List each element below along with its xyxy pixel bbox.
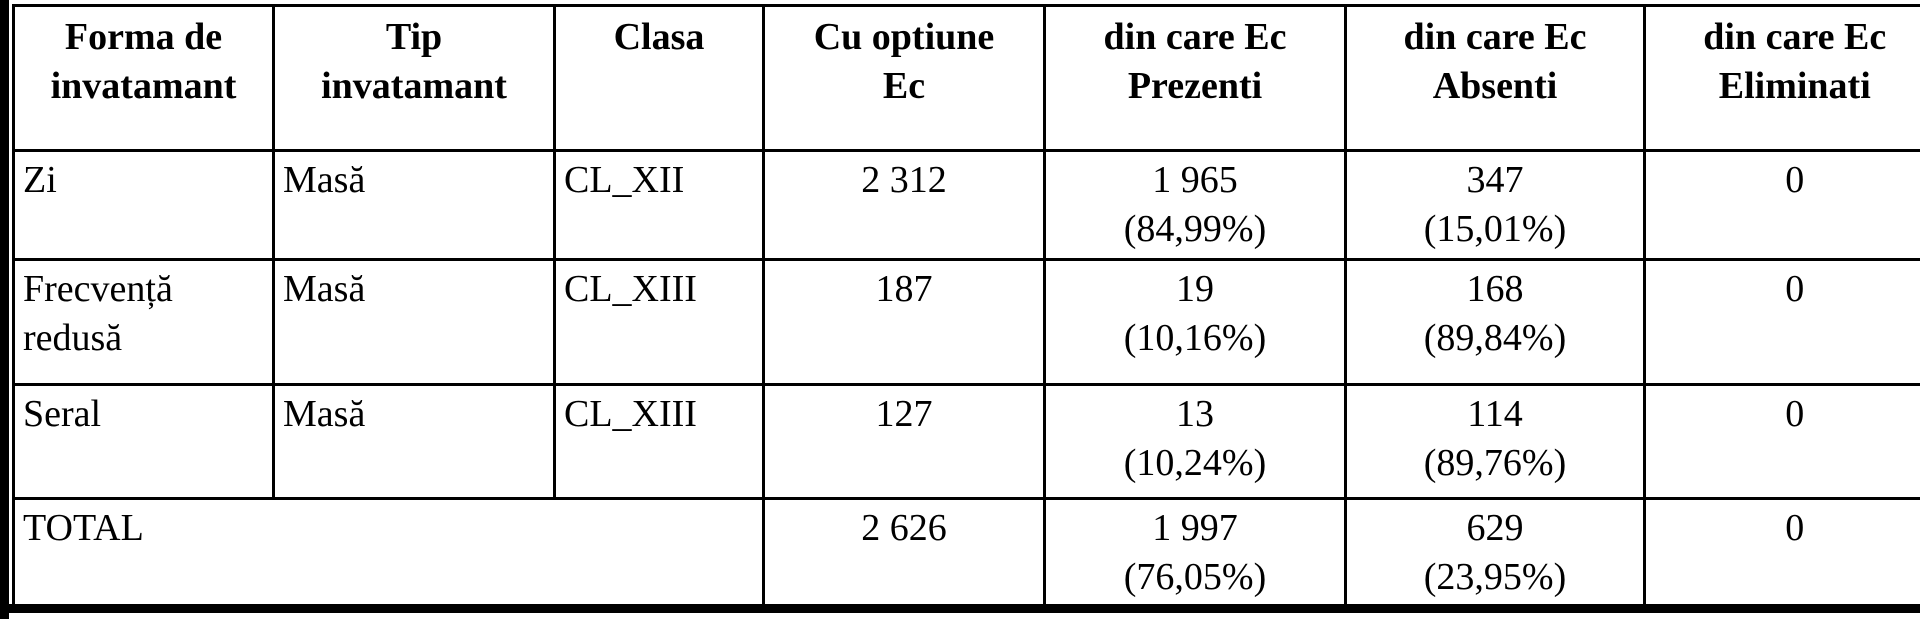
row-zi: Zi Masă CL_XII 2 312 1 965 (84,99%) 347 … <box>12 149 1920 261</box>
cell-prezenti: 13 (10,24%) <box>1043 383 1347 500</box>
cell-total-eliminati: 0 <box>1643 497 1920 604</box>
cell-forma: Zi <box>12 149 275 261</box>
header-din-care-ec-eliminati: din care Ec Eliminati <box>1643 4 1920 152</box>
cell-forma: Seral <box>12 383 275 500</box>
cell-prezenti: 1 965 (84,99%) <box>1043 149 1347 261</box>
cell-total-prezenti: 1 997 (76,05%) <box>1043 497 1347 604</box>
cell-cu-optiune: 127 <box>762 383 1046 500</box>
cell-absenti: 168 (89,84%) <box>1344 258 1646 386</box>
cell-prezenti: 19 (10,16%) <box>1043 258 1347 386</box>
cell-clasa: CL_XIII <box>553 258 765 386</box>
header-clasa: Clasa <box>553 4 765 152</box>
header-din-care-ec-absenti: din care Ec Absenti <box>1344 4 1646 152</box>
cell-eliminati: 0 <box>1643 258 1920 386</box>
cell-cu-optiune: 187 <box>762 258 1046 386</box>
row-frecventa-redusa: Frecvență redusă Masă CL_XIII 187 19 (10… <box>12 258 1920 386</box>
cell-tip: Masă <box>272 258 556 386</box>
cell-absenti: 347 (15,01%) <box>1344 149 1646 261</box>
cell-total-label: TOTAL <box>12 497 765 604</box>
section-divider-rule <box>0 604 1920 613</box>
cell-forma: Frecvență redusă <box>12 258 275 386</box>
row-total: TOTAL 2 626 1 997 (76,05%) 629 (23,95%) … <box>12 497 1920 604</box>
page-left-edge-bar <box>0 0 9 619</box>
cell-total-absenti: 629 (23,95%) <box>1344 497 1646 604</box>
header-row: Forma de invatamant Tip invatamant Clasa… <box>12 4 1920 152</box>
cell-tip: Masă <box>272 149 556 261</box>
cell-eliminati: 0 <box>1643 149 1920 261</box>
cell-cu-optiune: 2 312 <box>762 149 1046 261</box>
cell-clasa: CL_XII <box>553 149 765 261</box>
cell-total-cu-optiune: 2 626 <box>762 497 1046 604</box>
row-seral: Seral Masă CL_XIII 127 13 (10,24%) 114 (… <box>12 383 1920 500</box>
cell-tip: Masă <box>272 383 556 500</box>
header-cu-optiune-ec: Cu optiune Ec <box>762 4 1046 152</box>
cell-absenti: 114 (89,76%) <box>1344 383 1646 500</box>
cell-eliminati: 0 <box>1643 383 1920 500</box>
header-tip-invatamant: Tip invatamant <box>272 4 556 152</box>
exam-statistics-table-wrap: Forma de invatamant Tip invatamant Clasa… <box>12 4 1920 604</box>
header-forma-de-invatamant: Forma de invatamant <box>12 4 275 152</box>
cell-clasa: CL_XIII <box>553 383 765 500</box>
exam-statistics-table: Forma de invatamant Tip invatamant Clasa… <box>12 4 1920 604</box>
header-din-care-ec-prezenti: din care Ec Prezenti <box>1043 4 1347 152</box>
